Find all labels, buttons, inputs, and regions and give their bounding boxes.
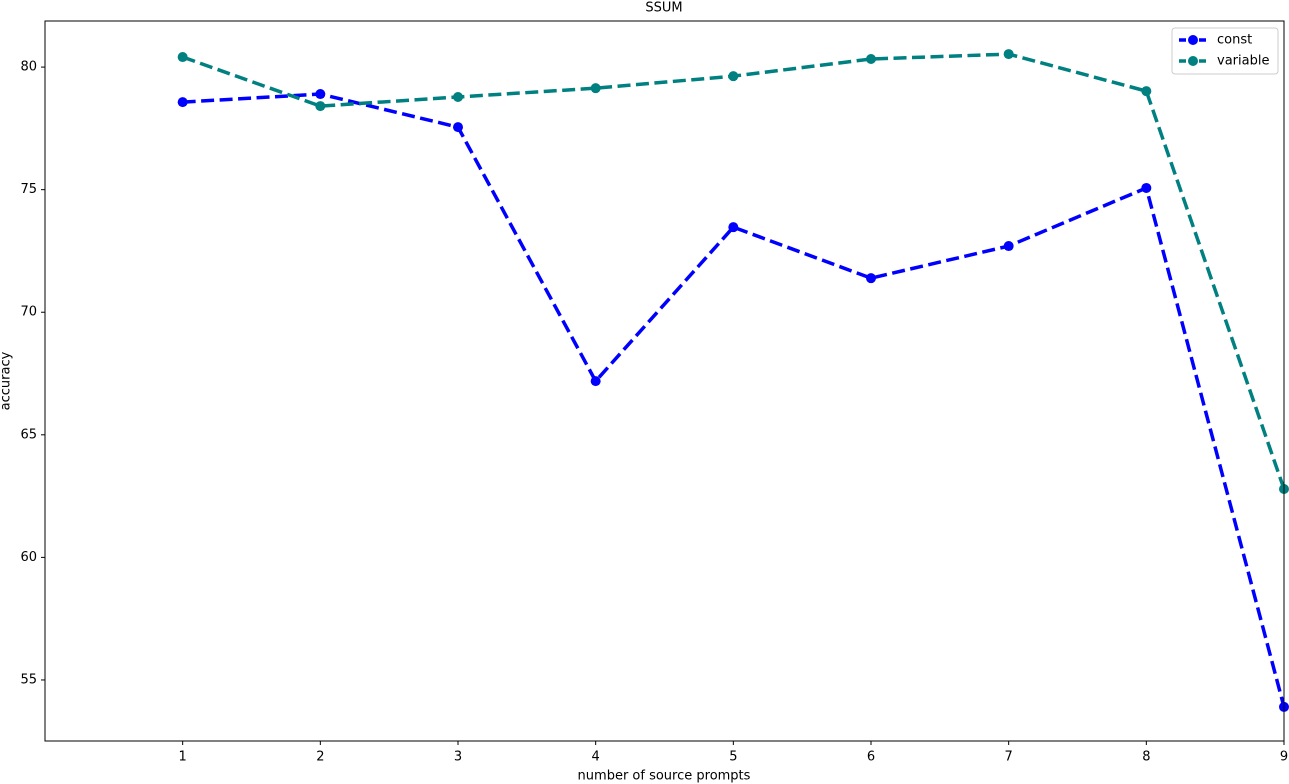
data-point <box>453 122 463 133</box>
x-tick-label: 3 <box>454 750 462 765</box>
x-tick-label: 2 <box>316 750 324 765</box>
chart-title: SSUM <box>645 1 682 16</box>
y-tick-label: 65 <box>20 427 37 442</box>
data-point <box>1003 49 1014 60</box>
x-axis-label: number of source prompts <box>578 769 751 784</box>
x-tick-label: 8 <box>1142 750 1150 765</box>
y-tick-label: 80 <box>20 60 37 75</box>
data-point <box>1003 241 1014 252</box>
data-point <box>866 53 876 64</box>
legend-label: variable <box>1217 54 1269 69</box>
y-tick-label: 75 <box>20 182 37 197</box>
data-point <box>315 89 326 100</box>
data-point <box>453 91 463 102</box>
legend-marker <box>1188 35 1198 45</box>
x-tick-label: 5 <box>729 750 737 765</box>
data-point <box>866 273 876 284</box>
legend-marker <box>1188 56 1198 66</box>
legend-box <box>1171 27 1279 75</box>
data-point <box>1141 86 1152 97</box>
y-tick-label: 55 <box>20 672 37 687</box>
plot-frame <box>44 20 1285 742</box>
data-point <box>590 376 601 387</box>
data-point <box>177 52 188 63</box>
series-line <box>182 92 1286 708</box>
data-point <box>590 83 601 94</box>
y-tick-label: 70 <box>20 305 37 320</box>
x-tick-label: 6 <box>867 750 875 765</box>
y-tick-label: 60 <box>20 550 37 565</box>
data-point <box>315 101 326 112</box>
data-point <box>177 97 188 108</box>
x-tick-label: 7 <box>1005 750 1013 765</box>
data-point <box>728 222 739 233</box>
x-tick-label: 1 <box>179 750 187 765</box>
legend-label: const <box>1217 33 1252 48</box>
x-tick-label: 9 <box>1280 750 1288 765</box>
data-point <box>728 71 739 82</box>
y-axis-label: accuracy <box>0 351 14 410</box>
data-point <box>1141 182 1152 193</box>
x-tick-label: 4 <box>592 750 600 765</box>
